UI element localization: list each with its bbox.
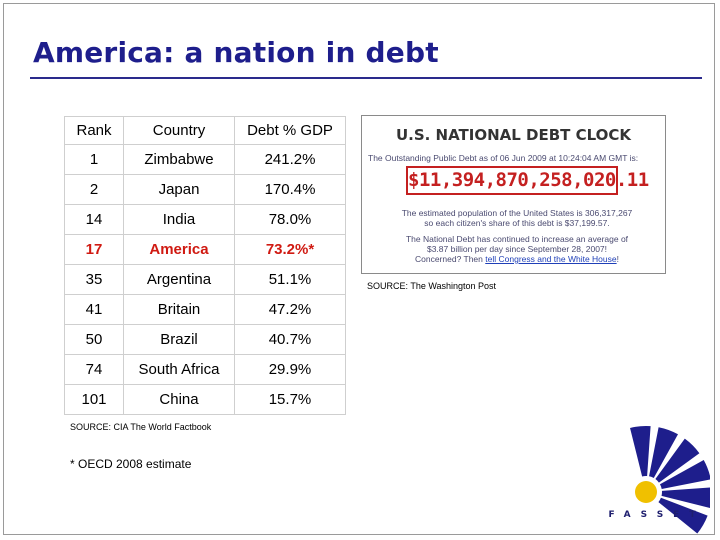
rank-cell: 50 [64,324,124,355]
logo-ray-icon [630,426,651,477]
slide-frame [3,3,715,535]
slide-title: America: a nation in debt [33,36,439,69]
table-row-highlighted: 17 America 73.2%* [64,234,346,265]
rank-cell: 2 [64,174,124,205]
country-cell: China [123,384,235,415]
population-line: The estimated population of the United S… [401,208,633,218]
debt-clock-population: The estimated population of the United S… [382,208,652,228]
concerned-end: ! [616,254,619,264]
debt-table: Rank Country Debt % GDP 1 Zimbabwe 241.2… [64,116,346,415]
debt-cell: 73.2%* [234,234,346,265]
clock-source: SOURCE: The Washington Post [367,281,497,291]
increase-line: The National Debt has continued to incre… [405,234,629,244]
debt-cell: 78.0% [234,204,346,235]
title-underline [30,77,702,79]
table-header-row: Rank Country Debt % GDP [64,116,346,145]
fasset-logo-icon [630,426,710,534]
rank-cell: 74 [64,354,124,385]
debt-cell: 15.7% [234,384,346,415]
rank-cell: 35 [64,264,124,295]
debt-cell: 241.2% [234,144,346,175]
country-cell: Argentina [123,264,235,295]
table-source: SOURCE: CIA The World Factbook [70,422,212,432]
citizen-share-line: so each citizen's share of this debt is … [424,218,610,228]
debt-cell: 47.2% [234,294,346,325]
table-row: 2 Japan 170.4% [64,174,346,205]
logo-ray-icon [655,438,700,483]
increase-rate-line: $3.87 billion per day since September 28… [426,244,608,254]
debt-clock-panel: U.S. NATIONAL DEBT CLOCK The Outstanding… [361,115,666,274]
country-cell: Brazil [123,324,235,355]
rank-cell: 14 [64,204,124,235]
country-cell: America [123,234,235,265]
concerned-text: Concerned? Then [414,254,483,264]
table-row: 101 China 15.7% [64,384,346,415]
header-debt-gdp: Debt % GDP [234,116,346,145]
debt-clock-timestamp: The Outstanding Public Debt as of 06 Jun… [368,153,639,163]
table-row: 74 South Africa 29.9% [64,354,346,385]
logo-ray-icon [658,497,708,534]
footnote: * OECD 2008 estimate [70,457,192,471]
debt-clock-amount: $11,394,870,258,020.11 [406,166,649,195]
rank-cell: 41 [64,294,124,325]
debt-cell: 40.7% [234,324,346,355]
rank-cell: 1 [64,144,124,175]
debt-clock-title: U.S. NATIONAL DEBT CLOCK [395,126,632,144]
country-cell: South Africa [123,354,235,385]
logo-ray-icon [659,460,710,489]
header-rank: Rank [64,116,124,145]
table-row: 14 India 78.0% [64,204,346,235]
debt-cell: 170.4% [234,174,346,205]
debt-clock-increase: The National Debt has continued to incre… [382,234,652,264]
table-row: 50 Brazil 40.7% [64,324,346,355]
congress-link[interactable]: tell Congress and the White House [485,254,617,264]
logo-sun-icon [635,481,657,503]
country-cell: Zimbabwe [123,144,235,175]
rank-cell: 101 [64,384,124,415]
rank-cell: 17 [64,234,124,265]
concerned-line: Concerned? Then tell Congress and the Wh… [382,254,652,264]
logo-wordmark: FASSET [608,510,706,520]
logo-ray-icon [661,487,710,508]
country-cell: Japan [123,174,235,205]
country-cell: India [123,204,235,235]
header-country: Country [123,116,235,145]
table-row: 35 Argentina 51.1% [64,264,346,295]
table-row: 1 Zimbabwe 241.2% [64,144,346,175]
logo-ray-icon [649,427,678,479]
debt-cell: 51.1% [234,264,346,295]
country-cell: Britain [123,294,235,325]
table-row: 41 Britain 47.2% [64,294,346,325]
debt-cell: 29.9% [234,354,346,385]
